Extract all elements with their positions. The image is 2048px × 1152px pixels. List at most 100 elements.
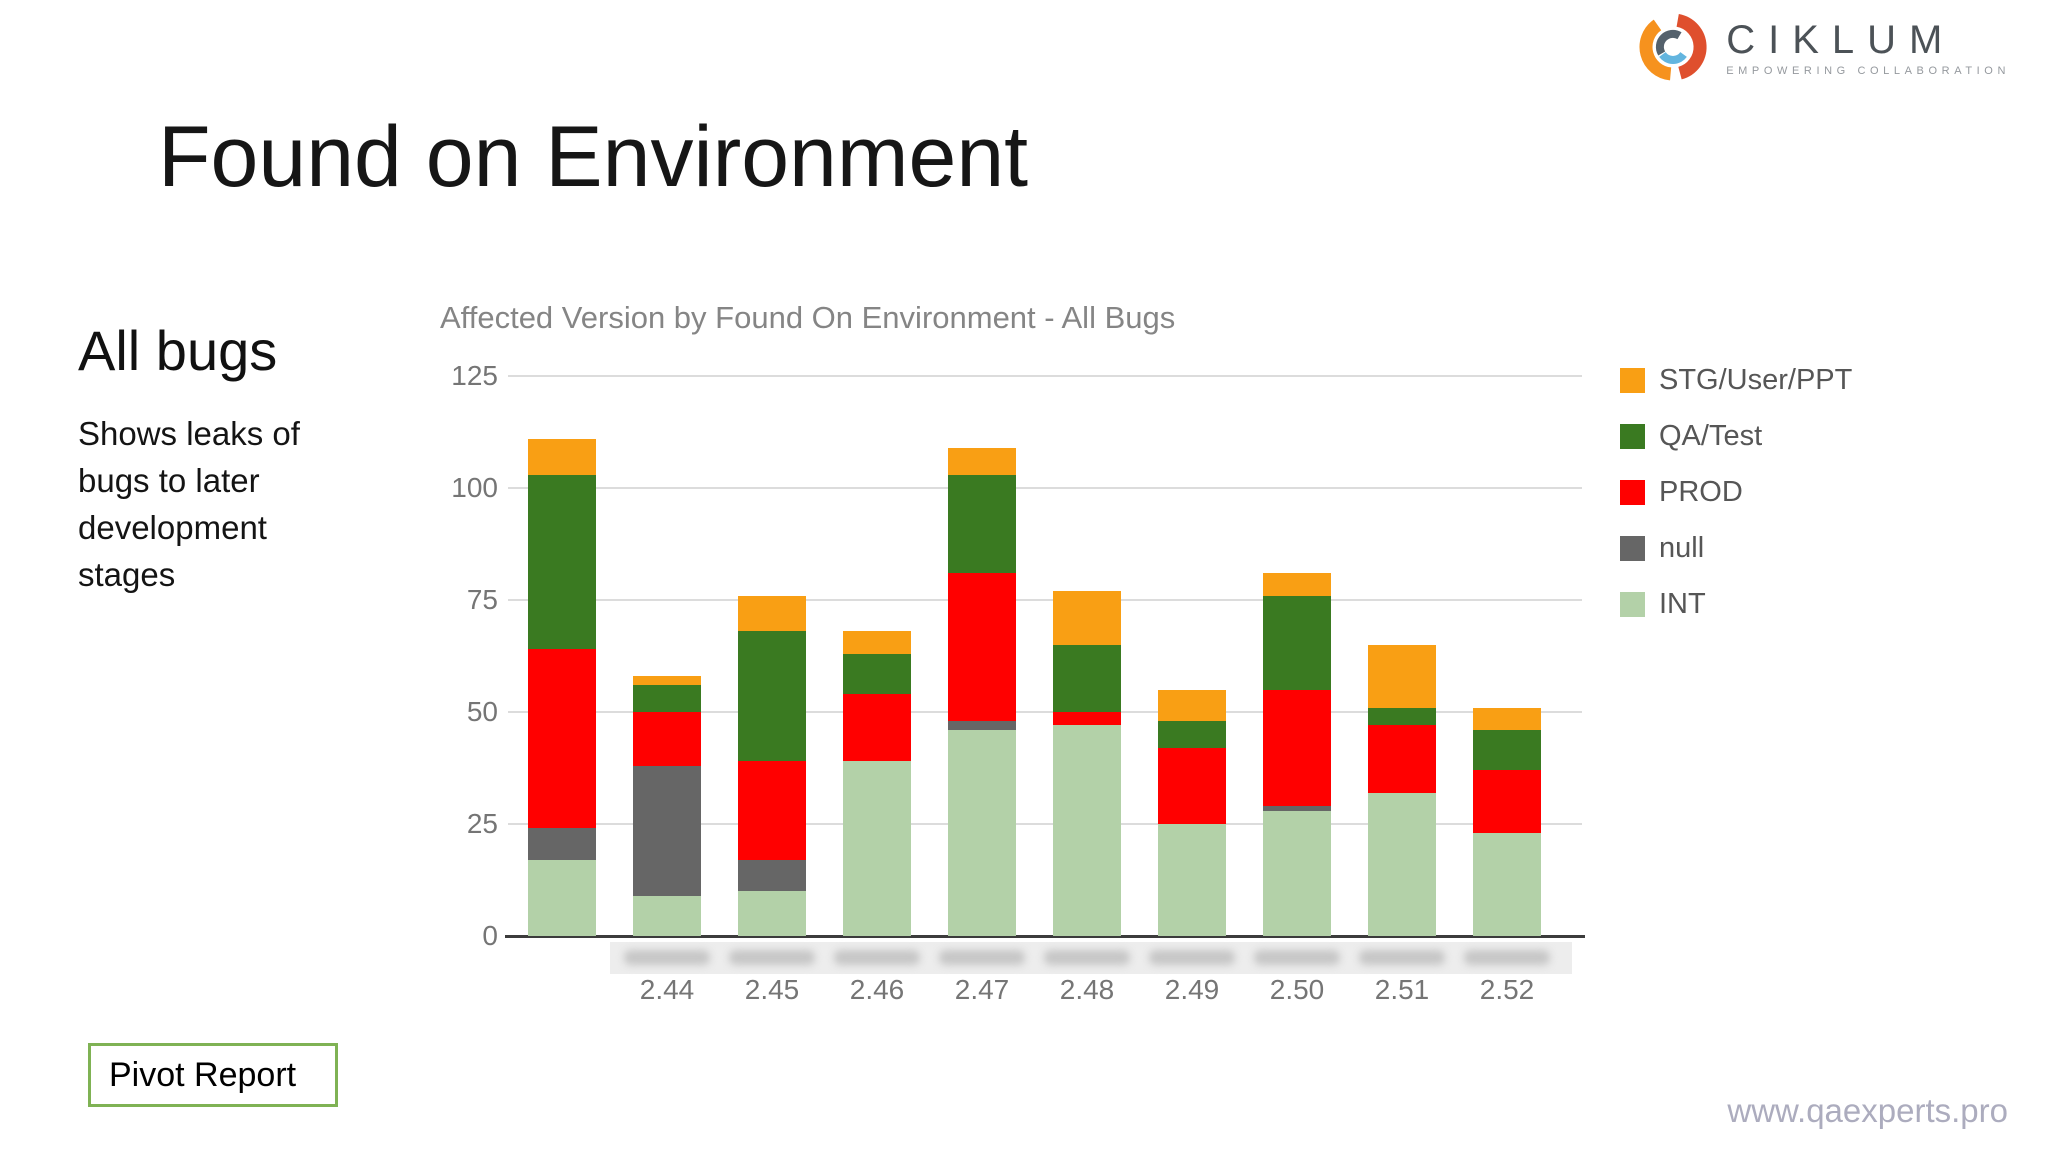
ciklum-logo-icon xyxy=(1639,13,1707,81)
x-axis-label: 2.46 xyxy=(849,974,905,1005)
x-axis-line xyxy=(505,935,1585,938)
legend-item: PROD xyxy=(1620,476,1852,509)
legend-label: STG/User/PPT xyxy=(1659,364,1853,396)
x-axis-blurred-label xyxy=(1149,950,1235,965)
bar-segment-qa-test xyxy=(1263,595,1331,690)
gridline xyxy=(508,487,1582,489)
bar-segment-int xyxy=(528,859,596,936)
chart-title: Affected Version by Found On Environment… xyxy=(440,300,1176,335)
section-description: Shows leaks of bugs to later development… xyxy=(78,415,300,593)
footer-url: www.qaexperts.pro xyxy=(1727,1092,2008,1129)
x-axis-blurred-label xyxy=(729,950,815,965)
x-axis-label: 2.45 xyxy=(744,974,800,1005)
x-axis-label: 2.47 xyxy=(954,974,1010,1005)
bar-segment-int xyxy=(843,761,911,936)
bar-segment-qa-test xyxy=(633,685,701,712)
bar-segment-int xyxy=(1263,810,1331,936)
bar-segment-int xyxy=(1053,725,1121,936)
left-panel: All bugs Shows leaks of bugs to later de… xyxy=(78,318,338,598)
x-axis-label: 2.52 xyxy=(1479,974,1535,1005)
legend-swatch xyxy=(1620,536,1645,561)
bar-segment-stg-user-ppt xyxy=(633,676,701,686)
ciklum-logo-tagline: EMPOWERING COLLABORATION xyxy=(1726,64,2010,77)
bar-segment-null xyxy=(948,720,1016,730)
bar-segment-prod xyxy=(1368,725,1436,793)
legend-label: INT xyxy=(1659,588,1706,620)
y-axis-tick: 75 xyxy=(466,584,498,615)
ciklum-logo-text: CIKLUM xyxy=(1726,17,1956,62)
legend-item: null xyxy=(1620,532,1852,565)
bar-segment-stg-user-ppt xyxy=(528,438,596,475)
bar-segment-qa-test xyxy=(1053,644,1121,712)
bar-segment-int xyxy=(1158,824,1226,936)
bar-segment-null xyxy=(1263,806,1331,811)
bar-segment-stg-user-ppt xyxy=(738,595,806,632)
legend-item: INT xyxy=(1620,588,1852,621)
y-axis-tick: 25 xyxy=(466,808,498,839)
x-axis-blurred-label xyxy=(1359,950,1445,965)
x-axis-blurred-label xyxy=(834,950,920,965)
y-axis-tick: 0 xyxy=(482,920,498,951)
y-axis-tick: 125 xyxy=(451,360,498,391)
x-axis-label: 2.49 xyxy=(1164,974,1220,1005)
bar-segment-stg-user-ppt xyxy=(1158,689,1226,721)
legend-item: STG/User/PPT xyxy=(1620,364,1852,397)
x-axis-blurred-label xyxy=(624,950,710,965)
bar-segment-stg-user-ppt xyxy=(1263,573,1331,596)
bar-segment-qa-test xyxy=(1473,729,1541,771)
x-axis-label: 2.51 xyxy=(1374,974,1430,1005)
bar-segment-prod xyxy=(843,694,911,762)
bar-segment-prod xyxy=(1158,747,1226,824)
pivot-report-button[interactable]: Pivot Report xyxy=(88,1043,338,1107)
x-axis-label: 2.44 xyxy=(639,974,695,1005)
bar-segment-int xyxy=(633,895,701,936)
bar-segment-qa-test xyxy=(528,474,596,650)
section-subtitle: All bugs xyxy=(78,319,278,382)
bar-segment-qa-test xyxy=(1158,720,1226,748)
bar-segment-stg-user-ppt xyxy=(843,631,911,654)
bar-segment-stg-user-ppt xyxy=(948,447,1016,475)
legend-item: QA/Test xyxy=(1620,420,1852,453)
bar-segment-prod xyxy=(948,573,1016,721)
bar-segment-null xyxy=(738,859,806,892)
bar-segment-qa-test xyxy=(948,474,1016,574)
bar-segment-int xyxy=(738,891,806,936)
gridline xyxy=(508,599,1582,601)
bar-segment-prod xyxy=(528,649,596,829)
bar-segment-int xyxy=(1473,832,1541,936)
bar-segment-stg-user-ppt xyxy=(1368,644,1436,708)
legend-label: null xyxy=(1659,532,1705,564)
legend-label: QA/Test xyxy=(1659,420,1763,452)
bar-segment-qa-test xyxy=(843,653,911,695)
legend-swatch xyxy=(1620,368,1645,393)
x-axis-blurred-label xyxy=(1464,950,1550,965)
ciklum-logo-words: CIKLUM EMPOWERING COLLABORATION xyxy=(1726,18,2010,77)
bar-segment-qa-test xyxy=(1368,707,1436,726)
bar-segment-int xyxy=(1368,792,1436,936)
page-title: Found on Environment xyxy=(158,109,1029,205)
chart-legend: STG/User/PPT QA/Test PROD null INT xyxy=(1620,364,1852,621)
x-axis-label: 2.48 xyxy=(1059,974,1115,1005)
bar-segment-qa-test xyxy=(738,631,806,762)
x-axis-label: 2.50 xyxy=(1269,974,1325,1005)
bar-segment-stg-user-ppt xyxy=(1053,591,1121,645)
bar-segment-int xyxy=(948,729,1016,936)
legend-label: PROD xyxy=(1659,476,1743,508)
ciklum-logo: CIKLUM EMPOWERING COLLABORATION xyxy=(1638,12,2010,82)
x-axis-blurred-label xyxy=(939,950,1025,965)
legend-swatch xyxy=(1620,424,1645,449)
gridline xyxy=(508,375,1582,377)
x-axis-blurred-label xyxy=(1044,950,1130,965)
bar-segment-prod xyxy=(1053,712,1121,726)
legend-swatch xyxy=(1620,592,1645,617)
bar-segment-prod xyxy=(1473,770,1541,833)
bar-segment-prod xyxy=(633,712,701,766)
gridline xyxy=(508,823,1582,825)
bar-segment-prod xyxy=(1263,689,1331,807)
x-axis-blurred-label xyxy=(1254,950,1340,965)
gridline xyxy=(508,711,1582,713)
y-axis-tick: 100 xyxy=(451,472,498,503)
bar-segment-prod xyxy=(738,761,806,860)
